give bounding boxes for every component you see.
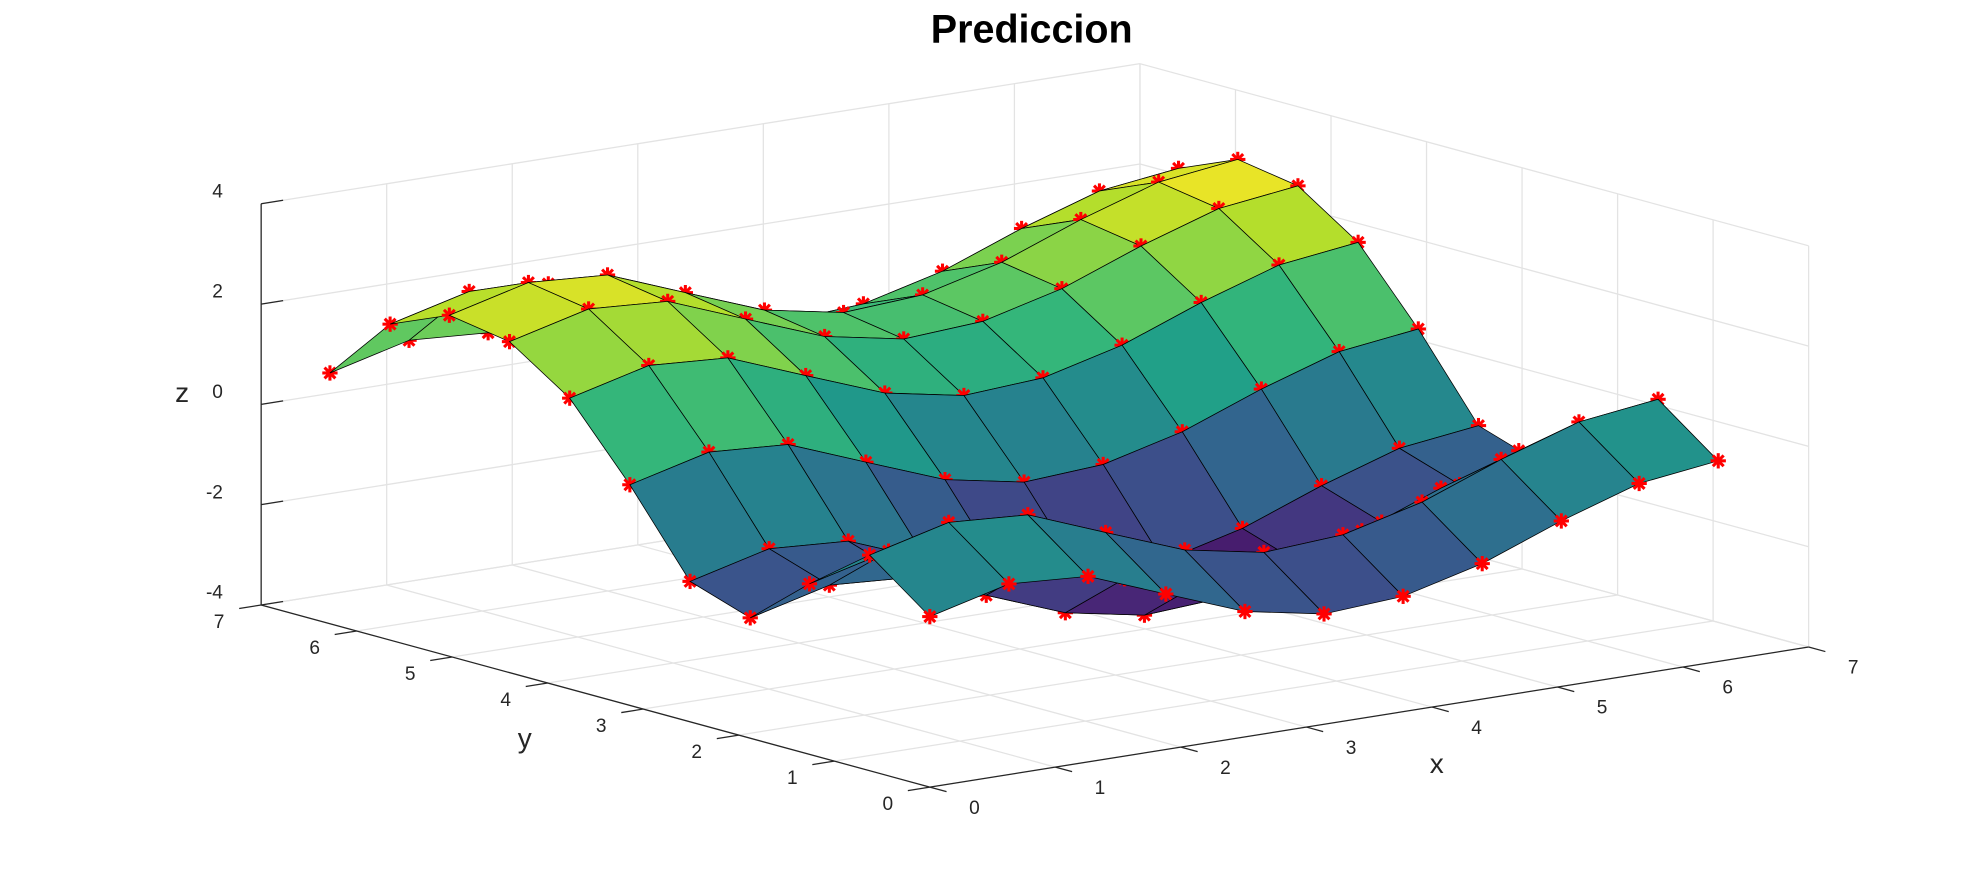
marker-stroke <box>1396 589 1410 603</box>
y-tick-label: 6 <box>309 638 320 659</box>
chart-title: Prediccion <box>931 7 1133 51</box>
y-tick <box>907 786 930 792</box>
y-axis-label: y <box>518 722 532 753</box>
z-tick-label: 2 <box>212 282 223 303</box>
z-tick <box>261 400 284 406</box>
grid-line <box>1139 63 1809 247</box>
surface-patch <box>868 521 1010 618</box>
grid-line <box>261 63 1141 205</box>
x-tick-label: 3 <box>1346 738 1357 759</box>
data-marker <box>1080 568 1096 584</box>
marker-stroke <box>1081 569 1095 583</box>
x-tick <box>1055 766 1073 773</box>
y-tick <box>430 656 453 662</box>
y-tick-label: 5 <box>405 664 416 685</box>
data-marker <box>1316 606 1332 622</box>
data-marker <box>922 608 938 625</box>
x-tick-label: 7 <box>1848 658 1859 679</box>
grid-line <box>738 594 1618 736</box>
y-tick-label: 7 <box>214 612 225 633</box>
y-tick-label: 0 <box>882 794 893 815</box>
marker-stroke <box>1159 587 1173 601</box>
z-tick-label: -4 <box>206 583 223 604</box>
x-tick-label: 5 <box>1597 698 1608 719</box>
data-marker <box>1158 586 1174 602</box>
grid-line <box>512 564 1182 748</box>
x-axis <box>929 646 1809 788</box>
marker-stroke <box>1002 577 1016 591</box>
y-tick <box>239 604 262 610</box>
x-tick <box>1682 666 1700 673</box>
y-tick-label: 2 <box>691 742 702 763</box>
x-tick-label: 6 <box>1722 678 1733 699</box>
x-tick-label: 1 <box>1095 778 1106 799</box>
data-marker <box>1631 475 1647 492</box>
y-tick-label: 3 <box>596 716 607 737</box>
z-axis-label: z <box>175 377 189 408</box>
x-tick-label: 4 <box>1471 718 1482 739</box>
y-tick <box>812 760 835 766</box>
z-tick-label: 4 <box>212 181 223 202</box>
data-marker <box>1237 603 1253 620</box>
x-tick-label: 0 <box>969 798 980 819</box>
x-tick <box>1431 706 1449 713</box>
x-tick <box>1808 646 1826 653</box>
marker-stroke <box>1475 557 1489 571</box>
y-tick <box>334 630 357 636</box>
z-tick <box>261 500 284 506</box>
data-marker <box>1001 576 1017 592</box>
z-tick <box>261 199 284 205</box>
grid-line <box>834 620 1714 762</box>
x-tick <box>929 786 947 793</box>
y-tick-label: 1 <box>787 768 798 789</box>
x-tick <box>1306 726 1324 733</box>
marker-stroke <box>1317 607 1331 621</box>
y-tick <box>621 708 644 714</box>
data-marker <box>1553 513 1569 529</box>
z-tick <box>261 600 284 606</box>
grid-line <box>386 584 1056 768</box>
x-axis-label: x <box>1430 748 1444 779</box>
y-tick-label: 4 <box>500 690 511 711</box>
data-marker <box>1710 453 1726 469</box>
y-tick <box>716 734 739 740</box>
marker-stroke <box>923 610 937 624</box>
data-marker <box>1395 588 1411 604</box>
y-axis <box>260 604 930 788</box>
marker-stroke <box>1238 605 1252 618</box>
x-tick-label: 2 <box>1220 758 1231 779</box>
marker-stroke <box>1711 454 1725 468</box>
data-marker <box>1474 556 1490 572</box>
marker-stroke <box>1554 514 1568 528</box>
z-tick <box>261 299 284 305</box>
z-tick-label: -2 <box>206 482 223 503</box>
grid-line <box>261 163 1141 305</box>
z-tick-label: 0 <box>212 382 223 403</box>
x-tick <box>1180 746 1198 753</box>
x-tick <box>1557 686 1575 693</box>
y-tick <box>525 682 548 688</box>
marker-stroke <box>1632 476 1646 490</box>
